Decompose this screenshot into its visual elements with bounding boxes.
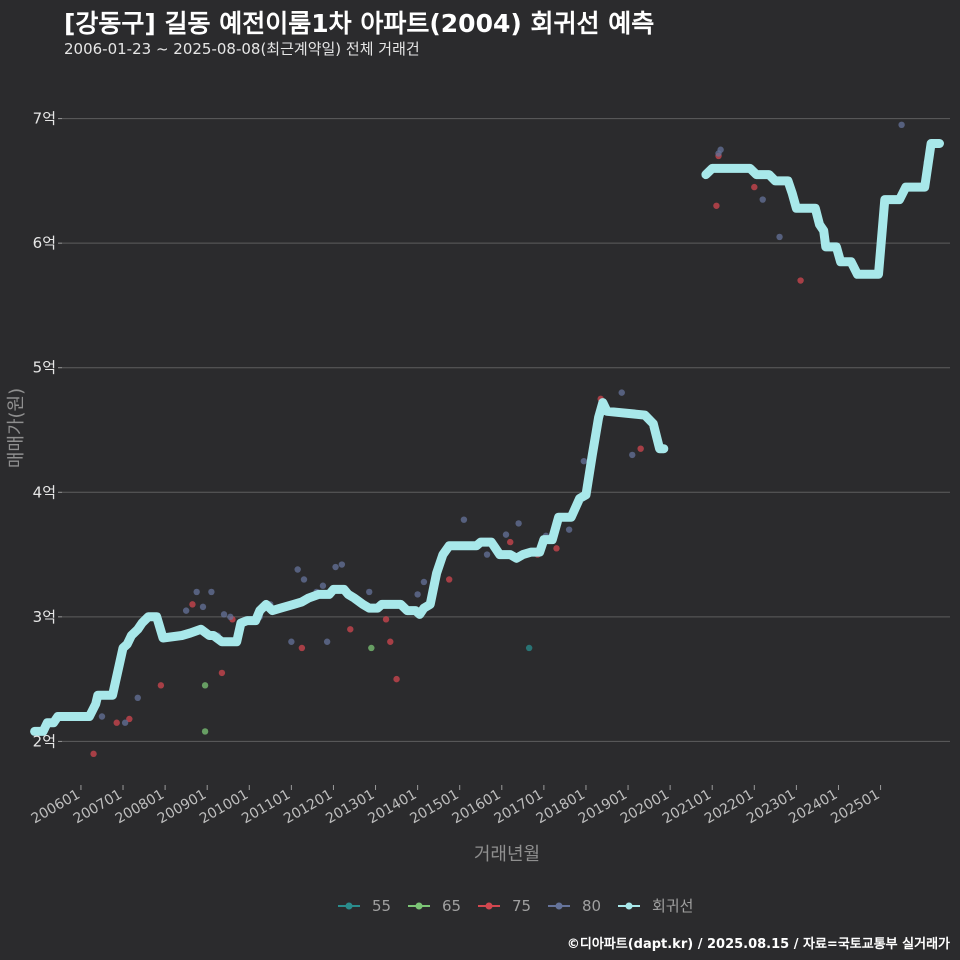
y-tick-label: 3억 — [33, 608, 56, 626]
data-point-75 — [90, 750, 97, 758]
x-tick-label: 202501 — [828, 787, 882, 828]
data-point-80 — [580, 457, 588, 465]
x-axis-label: 거래년월 — [474, 844, 540, 865]
regression-line — [30, 398, 669, 736]
data-point-75 — [347, 626, 354, 633]
data-point-65 — [201, 682, 209, 689]
legend-marker-회귀선 — [625, 902, 633, 910]
data-point-75 — [382, 616, 390, 623]
source-caption: ©디아파트(dapt.kr) / 2025.08.15 / 자료=국토교통부 실… — [566, 937, 950, 952]
data-point-75 — [445, 576, 453, 583]
legend-label: 65 — [442, 897, 461, 915]
legend-marker-65 — [415, 902, 423, 910]
data-point-55 — [525, 644, 533, 652]
chart-subtitle: 2006-01-23 ~ 2025-08-08(최근계약일) 전체 거래건 — [64, 40, 420, 58]
legend-marker-80 — [555, 902, 563, 910]
data-point-80 — [776, 233, 783, 241]
legend-label: 80 — [582, 897, 601, 915]
data-point-80 — [227, 613, 234, 621]
data-point-80 — [618, 389, 625, 396]
legend-label: 55 — [372, 897, 391, 915]
data-point-80 — [220, 611, 228, 618]
data-point-75 — [298, 644, 306, 652]
data-point-75 — [553, 545, 560, 552]
data-point-80 — [332, 563, 339, 571]
grid-lines — [62, 118, 950, 742]
y-axis: 2억 3억 4억 5억 6억 7억 — [33, 110, 62, 750]
data-point-75 — [126, 715, 133, 723]
data-point-80 — [323, 638, 331, 645]
data-point-80 — [414, 591, 421, 598]
data-point-80 — [483, 551, 491, 558]
chart-title: [강동구] 길동 예전이룸1차 아파트(2004) 회귀선 예측 — [64, 9, 655, 38]
regression-lines — [30, 139, 944, 736]
y-tick-label: 5억 — [33, 359, 56, 377]
data-point-80 — [182, 607, 190, 614]
data-point-80 — [717, 146, 724, 153]
data-point-80 — [420, 578, 428, 586]
y-tick-label: 7억 — [33, 110, 56, 128]
data-point-80 — [502, 531, 510, 538]
data-point-80 — [629, 451, 636, 459]
data-point-80 — [300, 576, 308, 583]
legend-marker-55 — [345, 902, 353, 910]
data-point-65 — [368, 644, 375, 652]
data-point-80 — [199, 603, 207, 611]
data-point-75 — [387, 638, 394, 645]
data-point-75 — [751, 183, 758, 191]
data-point-80 — [193, 588, 200, 596]
data-point-80 — [98, 713, 106, 720]
regression-line — [701, 139, 944, 279]
legend-marker-75 — [485, 902, 493, 910]
data-point-80 — [208, 588, 215, 596]
data-point-75 — [713, 202, 720, 209]
y-axis-label: 매매가(원) — [6, 388, 27, 468]
data-point-80 — [898, 121, 905, 129]
y-tick-label: 2억 — [33, 732, 56, 750]
data-point-75 — [218, 669, 226, 677]
data-point-80 — [121, 719, 129, 726]
data-point-75 — [507, 538, 514, 546]
x-axis: 2006012007012008012009012010012011012012… — [29, 785, 883, 827]
data-point-80 — [515, 520, 522, 527]
legend: 55 65 75 80 회귀선 — [338, 897, 693, 915]
y-tick-label: 4억 — [33, 483, 56, 501]
data-point-80 — [759, 196, 766, 203]
data-point-75 — [797, 277, 804, 284]
data-point-80 — [565, 526, 573, 533]
data-point-80 — [319, 582, 327, 589]
data-point-75 — [157, 682, 165, 689]
data-point-80 — [294, 566, 301, 573]
scatter-points — [90, 121, 931, 758]
legend-label: 75 — [512, 897, 531, 915]
data-point-80 — [338, 561, 346, 568]
data-point-65 — [201, 728, 209, 735]
data-point-80 — [460, 516, 468, 523]
legend-label: 회귀선 — [652, 897, 693, 915]
data-point-80 — [288, 638, 295, 645]
data-point-75 — [113, 719, 120, 726]
data-point-80 — [134, 694, 141, 702]
data-point-80 — [366, 588, 373, 596]
y-tick-label: 6억 — [33, 234, 56, 252]
data-point-75 — [393, 675, 400, 683]
data-point-75 — [189, 601, 196, 608]
data-point-75 — [637, 445, 644, 452]
